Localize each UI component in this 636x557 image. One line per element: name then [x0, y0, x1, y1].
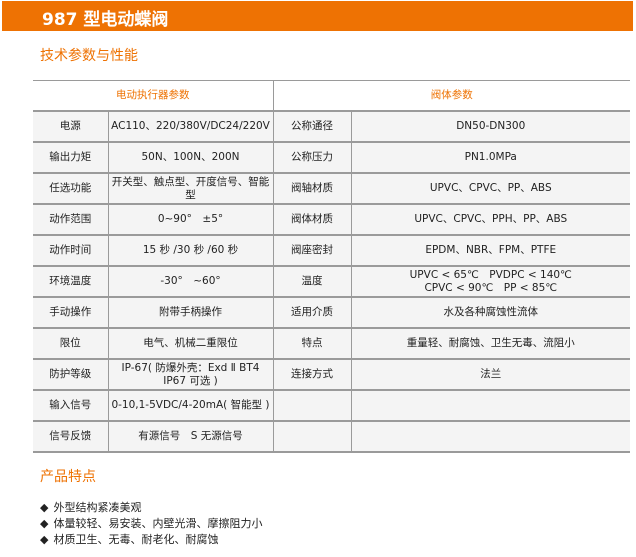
actuator-param-label: 信号反馈 [33, 421, 109, 453]
table-row: 信号反馈 有源信号 S 无源信号 [33, 421, 630, 453]
valve-param-value: 法兰 [351, 359, 630, 391]
valve-param-value: UPVC、CPVC、PP、ABS [351, 173, 630, 205]
actuator-param-value: AC110、220/380V/DC24/220V [108, 111, 274, 143]
header-actuator: 电动执行器参数 [33, 80, 274, 112]
valve-param-label: 阀体材质 [273, 204, 352, 236]
actuator-param-label: 输入信号 [33, 390, 109, 422]
list-item: ◆ 外型结构紧凑美观 [40, 500, 262, 516]
table-row: 手动操作 附带手柄操作 适用介质 水及各种腐蚀性流体 [33, 297, 630, 329]
valve-param-label: 温度 [273, 266, 352, 298]
diamond-bullet-icon: ◆ [40, 533, 49, 546]
table-header-row: 电动执行器参数 阀体参数 [33, 80, 630, 112]
header-valve-body: 阀体参数 [273, 80, 630, 112]
actuator-param-label: 任选功能 [33, 173, 109, 205]
valve-param-value: UPVC、CPVC、PPH、PP、ABS [351, 204, 630, 236]
valve-param-label: 特点 [273, 328, 352, 360]
actuator-param-label: 电源 [33, 111, 109, 143]
actuator-param-label: 手动操作 [33, 297, 109, 329]
actuator-param-value: 电气、机械二重限位 [108, 328, 274, 360]
title-banner: 987 型电动蝶阀 [2, 1, 633, 31]
actuator-param-value: 50N、100N、200N [108, 142, 274, 174]
list-item: ◆ 体量较轻、易安装、内壁光滑、摩擦阻力小 [40, 516, 262, 532]
valve-param-label [273, 421, 352, 453]
table-row: 动作时间 15 秒 /30 秒 /60 秒阀座密封 EPDM、NBR、FPM、PTF… [33, 235, 630, 267]
valve-param-label: 公称通径 [273, 111, 352, 143]
actuator-param-value: 0~90° ±5° [108, 204, 274, 236]
list-item: ◆ 材质卫生、无毒、耐老化、耐腐蚀 [40, 532, 262, 548]
section-title-specs: 技术参数与性能 [40, 48, 138, 64]
feature-text: 外型结构紧凑美观 [53, 501, 142, 514]
valve-param-value: 重量轻、耐腐蚀、卫生无毒、流阻小 [351, 328, 630, 360]
valve-param-label: 公称压力 [273, 142, 352, 174]
valve-param-value: 水及各种腐蚀性流体 [351, 297, 630, 329]
valve-param-value: EPDM、NBR、FPM、PTFE [351, 235, 630, 267]
actuator-param-label: 限位 [33, 328, 109, 360]
feature-text: 体量较轻、易安装、内壁光滑、摩擦阻力小 [53, 517, 263, 530]
table-row: 动作范围 0~90° ±5° 阀体材质 UPVC、CPVC、PPH、PP、ABS [33, 204, 630, 236]
diamond-bullet-icon: ◆ [40, 501, 49, 514]
spec-table: 电动执行器参数 阀体参数 电源 AC110、220/380V/DC24/220V 公… [33, 80, 630, 453]
valve-param-value [351, 421, 630, 453]
valve-param-label: 连接方式 [273, 359, 352, 391]
actuator-param-value: IP-67( 防爆外壳：Exd Ⅱ BT4 IP67 可选 ) [108, 359, 274, 391]
actuator-param-value: 开关型、触点型、开度信号、智能型 [108, 173, 274, 205]
section-title-features: 产品特点 [40, 469, 96, 485]
table-row: 输出力矩 50N、100N、200N 公称压力 PN1.0MPa [33, 142, 630, 174]
table-row: 环境温度 -30° ~60° 温度 UPVC < 65℃ PVDPC < 140℃ C… [33, 266, 630, 298]
table-row: 限位 电气、机械二重限位 特点 重量轻、耐腐蚀、卫生无毒、流阻小 [33, 328, 630, 360]
table-row: 防护等级 IP-67( 防爆外壳：Exd Ⅱ BT4 IP67 可选 ) 连接方式法… [33, 359, 630, 391]
actuator-param-label: 输出力矩 [33, 142, 109, 174]
actuator-param-value: 有源信号 S 无源信号 [108, 421, 274, 453]
valve-param-label: 阀轴材质 [273, 173, 352, 205]
valve-param-value: PN1.0MPa [351, 142, 630, 174]
table-row: 任选功能 开关型、触点型、开度信号、智能型 阀轴材质 UPVC、CPVC、PP、ABS [33, 173, 630, 205]
feature-list: ◆ 外型结构紧凑美观 ◆ 体量较轻、易安装、内壁光滑、摩擦阻力小 ◆ 材质卫生、无毒、… [40, 500, 262, 548]
valve-param-value [351, 390, 630, 422]
table-row: 输入信号 0-10,1-5VDC/4-20mA( 智能型 ) [33, 390, 630, 422]
actuator-param-value: 附带手柄操作 [108, 297, 274, 329]
actuator-param-value: -30° ~60° [108, 266, 274, 298]
actuator-param-label: 防护等级 [33, 359, 109, 391]
actuator-param-label: 动作时间 [33, 235, 109, 267]
actuator-param-label: 环境温度 [33, 266, 109, 298]
valve-param-value: UPVC < 65℃ PVDPC < 140℃ CPVC < 90℃ PP < … [351, 266, 630, 298]
valve-param-label: 适用介质 [273, 297, 352, 329]
valve-param-value: DN50-DN300 [351, 111, 630, 143]
feature-text: 材质卫生、无毒、耐老化、耐腐蚀 [53, 533, 219, 546]
diamond-bullet-icon: ◆ [40, 517, 49, 530]
table-row: 电源 AC110、220/380V/DC24/220V 公称通径 DN50-DN300 [33, 111, 630, 143]
page-title: 987 型电动蝶阀 [42, 10, 169, 30]
actuator-param-value: 0-10,1-5VDC/4-20mA( 智能型 ) [108, 390, 274, 422]
actuator-param-label: 动作范围 [33, 204, 109, 236]
valve-param-label: 阀座密封 [273, 235, 352, 267]
valve-param-label [273, 390, 352, 422]
actuator-param-value: 15 秒 /30 秒 /60 秒 [108, 235, 274, 267]
